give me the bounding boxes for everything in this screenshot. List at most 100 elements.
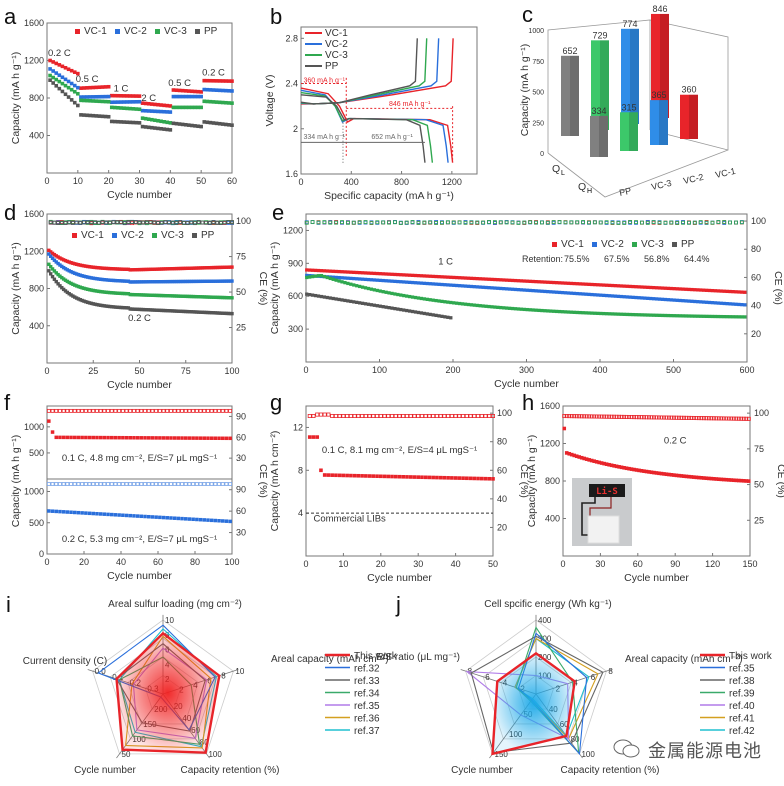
data-point-pp (440, 315, 443, 318)
data-point-vc-3 (61, 82, 65, 86)
data-point-vc-2 (432, 282, 435, 285)
data-point-vc-1 (364, 474, 368, 478)
data-point-vc-3 (564, 310, 567, 313)
data-point-vc-1 (314, 269, 317, 272)
data-point-pp (355, 301, 358, 304)
ce-point (454, 414, 457, 417)
radar-axis-label: Cycle number (451, 765, 513, 776)
data-point-vc-1 (190, 89, 194, 93)
data-point-vc-2 (473, 285, 476, 288)
y-tick-label: 500 (29, 448, 44, 458)
data-point-vc-2 (508, 287, 511, 290)
ce-point (342, 414, 345, 417)
data-point-vc-1 (329, 269, 332, 272)
y2-tick-label: 60 (497, 465, 507, 475)
y-axis-label: Capacity (mA h g⁻¹) (269, 242, 281, 335)
data-point-bottom (106, 513, 110, 517)
capacity-annotation: 334 mA h g⁻¹ (304, 134, 346, 141)
data-point-vc-2 (196, 95, 200, 99)
data-point-vc-3 (681, 314, 684, 317)
data-point-vc-2 (531, 289, 534, 292)
data-point-top (62, 436, 66, 440)
data-point-vc-3 (432, 299, 435, 302)
data-point-pp (308, 293, 311, 296)
data-point-vc-2 (402, 280, 405, 283)
legend-label: VC-2 (325, 39, 348, 50)
panel-b: b0 400 800 12001.622.42.8Specific capacity … (264, 4, 477, 202)
data-point-pp (337, 298, 340, 301)
y2-tick-label: 40 (751, 301, 761, 311)
ce-point (144, 483, 147, 486)
panel-letter: i (6, 592, 11, 617)
data-point-vc-3 (85, 99, 89, 103)
data-point-vc-1 (561, 281, 564, 284)
ce-point (199, 409, 202, 412)
data-point-vc-1 (227, 79, 231, 83)
data-point-pp (159, 127, 163, 131)
data-point-pp (417, 311, 420, 314)
y-tick-label: 1600 (24, 18, 44, 28)
data-point-vc-2 (499, 287, 502, 290)
data-point-vc-1 (667, 287, 670, 290)
ce-point (121, 483, 124, 486)
data-point-vc-3 (605, 312, 608, 315)
x-tick-label: 100 (224, 557, 239, 567)
data-point-vc-3 (714, 315, 717, 318)
data-point-vc-2 (526, 289, 529, 292)
data-point-bottom (221, 519, 225, 523)
data-point-vc-1 (305, 268, 308, 271)
data-point-vc-3 (399, 293, 402, 296)
data-point-vc-1 (450, 476, 454, 480)
data-point-vc-2 (564, 291, 567, 294)
ce-point (458, 414, 461, 417)
x-tick-label: 40 (165, 176, 175, 186)
ce-point (379, 414, 382, 417)
data-point-vc-1 (537, 280, 540, 283)
data-point-vc-1 (461, 276, 464, 279)
wechat-icon (612, 738, 642, 760)
ce-point (55, 409, 58, 412)
y-tick-label: 1600 (540, 401, 560, 411)
data-point-pp (48, 78, 52, 82)
data-point-bottom (180, 517, 184, 521)
data-point-vc-2 (543, 290, 546, 293)
data-point-vc-2 (587, 293, 590, 296)
data-point-vc-2 (95, 95, 99, 99)
y2-axis-label: CE (%) (772, 271, 784, 305)
ce-point (181, 409, 184, 412)
data-point-vc-3 (393, 292, 396, 295)
data-point-vc-1 (623, 284, 626, 287)
data-point-vc-1 (576, 282, 579, 285)
data-point-bottom (69, 511, 73, 514)
data-point-vc-1 (449, 276, 452, 279)
data-point-vc-1 (617, 284, 620, 287)
data-point-top (184, 436, 188, 440)
data-point-vc-1 (357, 474, 361, 478)
ce-point (199, 483, 202, 486)
data-point-vc-1 (70, 69, 74, 73)
data-point-vc-3 (708, 315, 711, 318)
data-point-bottom (228, 520, 232, 524)
data-point-vc-3 (196, 106, 200, 110)
data-point-vc-1 (493, 278, 496, 281)
data-point-vc-1 (454, 476, 458, 480)
data-point-bottom (147, 515, 151, 519)
data-point-top (117, 436, 121, 440)
data-point-vc-2 (511, 288, 514, 291)
data-point-vc-1 (399, 273, 402, 276)
legend-label: VC-1 (81, 230, 104, 241)
data-point-pp (218, 122, 222, 126)
row-label: Q (578, 181, 586, 193)
data-point-vc-2 (98, 95, 102, 99)
data-point-vc-3 (637, 313, 640, 316)
data-point-vc-3 (537, 309, 540, 312)
y-tick-label: 900 (288, 258, 303, 268)
x-tick-label: 75 (181, 366, 191, 376)
data-point-vc-1 (714, 289, 717, 292)
ce-point (166, 409, 169, 412)
data-point-vc-2 (728, 302, 731, 305)
ce-point (73, 409, 76, 412)
data-point-top (88, 436, 92, 440)
data-point-vc-3 (135, 107, 139, 111)
data-point-bottom (195, 518, 199, 522)
